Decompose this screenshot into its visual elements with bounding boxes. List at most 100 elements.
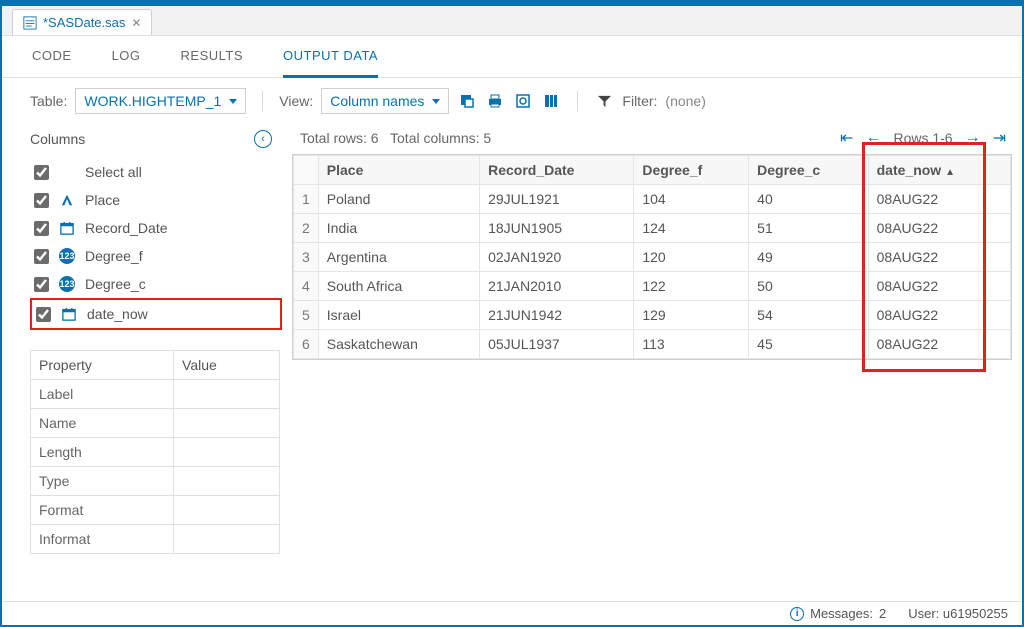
col-header-record_date[interactable]: Record_Date bbox=[480, 156, 634, 185]
data-cell: 18JUN1905 bbox=[480, 214, 634, 243]
column-item-date_now[interactable]: date_now bbox=[30, 298, 282, 330]
column-checkbox[interactable] bbox=[34, 277, 49, 292]
property-value bbox=[174, 496, 280, 525]
property-row: Name bbox=[31, 409, 280, 438]
data-cell: 129 bbox=[634, 301, 749, 330]
columns-icon[interactable] bbox=[541, 91, 561, 111]
property-row: Label bbox=[31, 380, 280, 409]
property-value bbox=[174, 467, 280, 496]
data-cell: 45 bbox=[749, 330, 868, 359]
last-page-icon[interactable]: ⇥ bbox=[993, 128, 1006, 148]
file-tab-title: *SASDate.sas bbox=[43, 15, 125, 30]
rows-range: Rows 1-6 bbox=[893, 130, 952, 146]
view-label: View: bbox=[279, 93, 313, 109]
sort-indicator-icon: ▲ bbox=[945, 167, 955, 178]
data-cell: Israel bbox=[318, 301, 479, 330]
total-rows: Total rows: 6 bbox=[300, 130, 379, 146]
table-label: Table: bbox=[30, 93, 67, 109]
column-checkbox[interactable] bbox=[34, 221, 49, 236]
property-name: Format bbox=[31, 496, 174, 525]
refresh-icon[interactable] bbox=[457, 91, 477, 111]
data-cell: 08AUG22 bbox=[868, 272, 1010, 301]
user-label: User: bbox=[908, 606, 939, 621]
tab-log[interactable]: LOG bbox=[112, 48, 141, 77]
data-cell: 104 bbox=[634, 185, 749, 214]
subtab-bar: CODE LOG RESULTS OUTPUT DATA bbox=[2, 36, 1022, 78]
data-cell: India bbox=[318, 214, 479, 243]
select-all-checkbox[interactable] bbox=[34, 165, 49, 180]
prev-page-icon[interactable]: ← bbox=[865, 129, 881, 147]
filter-icon[interactable] bbox=[594, 91, 614, 111]
view-dropdown[interactable]: Column names bbox=[321, 88, 449, 114]
property-row: Type bbox=[31, 467, 280, 496]
data-cell: 54 bbox=[749, 301, 868, 330]
column-list: Select allPlaceRecord_Date123Degree_f123… bbox=[30, 158, 282, 330]
column-name: Degree_c bbox=[85, 276, 146, 292]
col-header-date_now[interactable]: date_now ▲ bbox=[868, 156, 1010, 185]
rownum-header bbox=[294, 156, 319, 185]
rownum-cell: 1 bbox=[294, 185, 319, 214]
column-checkbox[interactable] bbox=[36, 307, 51, 322]
columns-panel-title: Columns bbox=[30, 131, 85, 147]
select-all-row[interactable]: Select all bbox=[30, 158, 282, 186]
info-icon: i bbox=[790, 607, 804, 621]
property-name: Length bbox=[31, 438, 174, 467]
rownum-cell: 6 bbox=[294, 330, 319, 359]
char-type-icon bbox=[59, 192, 75, 208]
table-row[interactable]: 1Poland29JUL19211044008AUG22 bbox=[294, 185, 1011, 214]
close-tab-icon[interactable]: ✕ bbox=[131, 16, 141, 30]
column-checkbox[interactable] bbox=[34, 249, 49, 264]
data-cell: South Africa bbox=[318, 272, 479, 301]
column-item-record_date[interactable]: Record_Date bbox=[30, 214, 282, 242]
print-icon[interactable] bbox=[485, 91, 505, 111]
property-table: Property Value LabelNameLengthTypeFormat… bbox=[30, 350, 280, 554]
rownum-cell: 4 bbox=[294, 272, 319, 301]
data-cell: 124 bbox=[634, 214, 749, 243]
collapse-panel-icon[interactable]: ‹ bbox=[254, 130, 272, 148]
table-row[interactable]: 5Israel21JUN19421295408AUG22 bbox=[294, 301, 1011, 330]
file-tab[interactable]: *SASDate.sas ✕ bbox=[12, 9, 152, 35]
paginator: ⇤ ← Rows 1-6 → ⇥ bbox=[840, 128, 1012, 148]
data-cell: 08AUG22 bbox=[868, 330, 1010, 359]
column-name: date_now bbox=[87, 306, 148, 322]
columns-panel: Columns ‹ Select allPlaceRecord_Date123D… bbox=[12, 124, 282, 596]
tab-code[interactable]: CODE bbox=[32, 48, 72, 77]
data-cell: Poland bbox=[318, 185, 479, 214]
view-dropdown-value: Column names bbox=[330, 93, 424, 109]
filter-label: Filter: bbox=[622, 93, 657, 109]
col-header-degree_c[interactable]: Degree_c bbox=[749, 156, 868, 185]
column-item-degree_f[interactable]: 123Degree_f bbox=[30, 242, 282, 270]
col-header-place[interactable]: Place bbox=[318, 156, 479, 185]
data-table: PlaceRecord_DateDegree_fDegree_cdate_now… bbox=[293, 155, 1011, 359]
table-row[interactable]: 2India18JUN19051245108AUG22 bbox=[294, 214, 1011, 243]
property-name: Label bbox=[31, 380, 174, 409]
tab-results[interactable]: RESULTS bbox=[181, 48, 244, 77]
tab-output-data[interactable]: OUTPUT DATA bbox=[283, 48, 378, 78]
property-name: Type bbox=[31, 467, 174, 496]
column-checkbox[interactable] bbox=[34, 193, 49, 208]
column-item-degree_c[interactable]: 123Degree_c bbox=[30, 270, 282, 298]
table-row[interactable]: 3Argentina02JAN19201204908AUG22 bbox=[294, 243, 1011, 272]
table-row[interactable]: 4South Africa21JAN20101225008AUG22 bbox=[294, 272, 1011, 301]
value-header: Value bbox=[174, 351, 280, 380]
col-header-degree_f[interactable]: Degree_f bbox=[634, 156, 749, 185]
table-row[interactable]: 6Saskatchewan05JUL19371134508AUG22 bbox=[294, 330, 1011, 359]
property-value bbox=[174, 380, 280, 409]
caret-down-icon bbox=[432, 99, 440, 104]
first-page-icon[interactable]: ⇤ bbox=[840, 128, 853, 148]
rownum-cell: 2 bbox=[294, 214, 319, 243]
property-name: Name bbox=[31, 409, 174, 438]
divider bbox=[577, 91, 578, 111]
property-header: Property bbox=[31, 351, 174, 380]
export-icon[interactable] bbox=[513, 91, 533, 111]
data-cell: 05JUL1937 bbox=[480, 330, 634, 359]
next-page-icon[interactable]: → bbox=[965, 129, 981, 147]
data-cell: 51 bbox=[749, 214, 868, 243]
data-cell: Saskatchewan bbox=[318, 330, 479, 359]
table-dropdown[interactable]: WORK.HIGHTEMP_1 bbox=[75, 88, 246, 114]
status-bar: i Messages: 2 User: u61950255 bbox=[2, 601, 1022, 625]
property-value bbox=[174, 409, 280, 438]
column-item-place[interactable]: Place bbox=[30, 186, 282, 214]
property-value bbox=[174, 525, 280, 554]
messages-label: Messages: bbox=[810, 606, 873, 621]
